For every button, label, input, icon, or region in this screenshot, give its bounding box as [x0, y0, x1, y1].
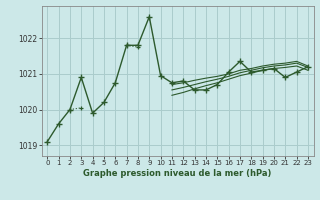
X-axis label: Graphe pression niveau de la mer (hPa): Graphe pression niveau de la mer (hPa) [84, 169, 272, 178]
